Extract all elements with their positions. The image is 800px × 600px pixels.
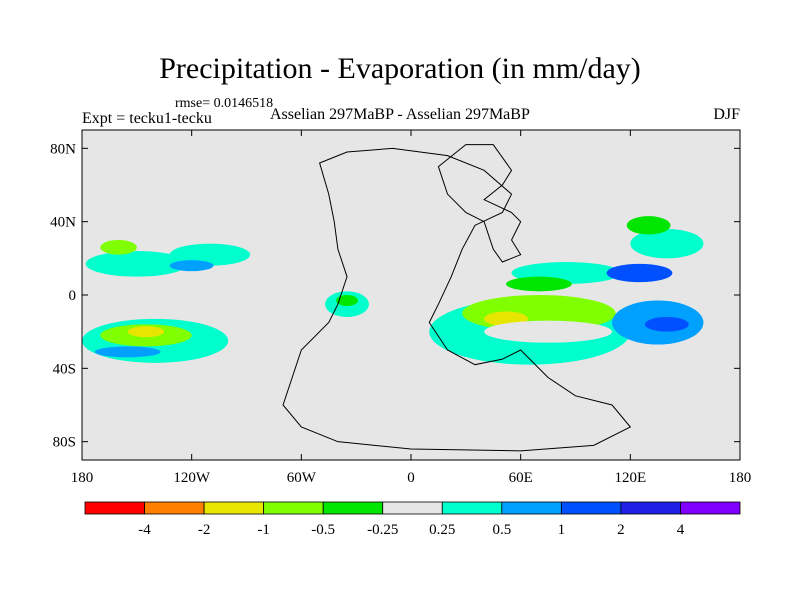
x-tick-label: 180: [71, 470, 94, 486]
x-tick-label: 60W: [287, 470, 317, 486]
field-layer: [82, 144, 704, 452]
colorbar-label: -4: [138, 522, 151, 538]
x-tick-label: 180: [729, 470, 752, 486]
x-tick-label: 0: [407, 470, 415, 486]
colorbar-label: 2: [617, 522, 625, 538]
season-label: DJF: [713, 106, 740, 123]
y-tick-label: 40N: [50, 215, 76, 231]
colorbar-box: [203, 501, 265, 515]
y-tick-label: 0: [69, 288, 77, 304]
region-pacific-north-green: [100, 240, 137, 255]
colorbar-label: -0.25: [367, 522, 398, 538]
x-tick-label: 120E: [614, 470, 646, 486]
colorbar-box: [560, 501, 622, 515]
colorbar-label: -1: [257, 522, 270, 538]
region-pacific-south-yellow: [127, 326, 165, 338]
region-tethys-west-green: [336, 295, 358, 306]
x-tick-label: 120W: [173, 470, 211, 486]
colorbar-label: 4: [677, 522, 685, 538]
colorbar-box: [382, 501, 443, 515]
region-north-east-green: [626, 216, 671, 235]
y-tick-label: 80N: [50, 141, 76, 157]
coastline-pangea: [282, 147, 632, 452]
region-north-pangea-green: [506, 276, 572, 292]
colorbar-box: [620, 501, 681, 515]
x-tick-label: 60E: [509, 470, 533, 486]
region-pacific-south-blue: [94, 346, 161, 358]
colorbar-label: 0.5: [492, 522, 511, 538]
region-pacific-north-band: [85, 251, 189, 277]
colorbar-label: 0.25: [429, 522, 455, 538]
region-pacific-north-blue: [169, 260, 214, 272]
plot-background: [82, 130, 740, 460]
colorbar-box: [84, 501, 145, 515]
chart-title: Precipitation - Evaporation (in mm/day): [159, 52, 641, 85]
colorbar-box: [322, 501, 384, 515]
colorbar-box: [680, 501, 741, 515]
y-tick-label: 80S: [53, 435, 76, 451]
colorbar-label: 1: [558, 522, 566, 538]
region-pacific-north-band-b: [169, 243, 251, 266]
region-north-east-cyan: [630, 229, 704, 259]
region-gondwana-grey-core: [484, 320, 613, 343]
coastline-north-landmass: [437, 144, 522, 263]
region-eastern-tethys-deep: [644, 317, 689, 332]
colorbar-label: -0.5: [311, 522, 335, 538]
colorbar-label: -2: [198, 522, 211, 538]
experiment-label: Expt = tecku1-tecku: [82, 110, 212, 127]
period-label: Asselian 297MaBP - Asselian 297MaBP: [270, 106, 530, 123]
colorbar-box: [144, 501, 205, 515]
colorbar-box: [501, 501, 562, 515]
region-north-east-blue: [606, 263, 673, 283]
rmse-annotation: rmse= 0.0146518: [175, 96, 274, 111]
y-tick-label: 40S: [53, 361, 76, 377]
colorbar-box: [263, 501, 324, 515]
colorbar-box: [441, 501, 503, 515]
